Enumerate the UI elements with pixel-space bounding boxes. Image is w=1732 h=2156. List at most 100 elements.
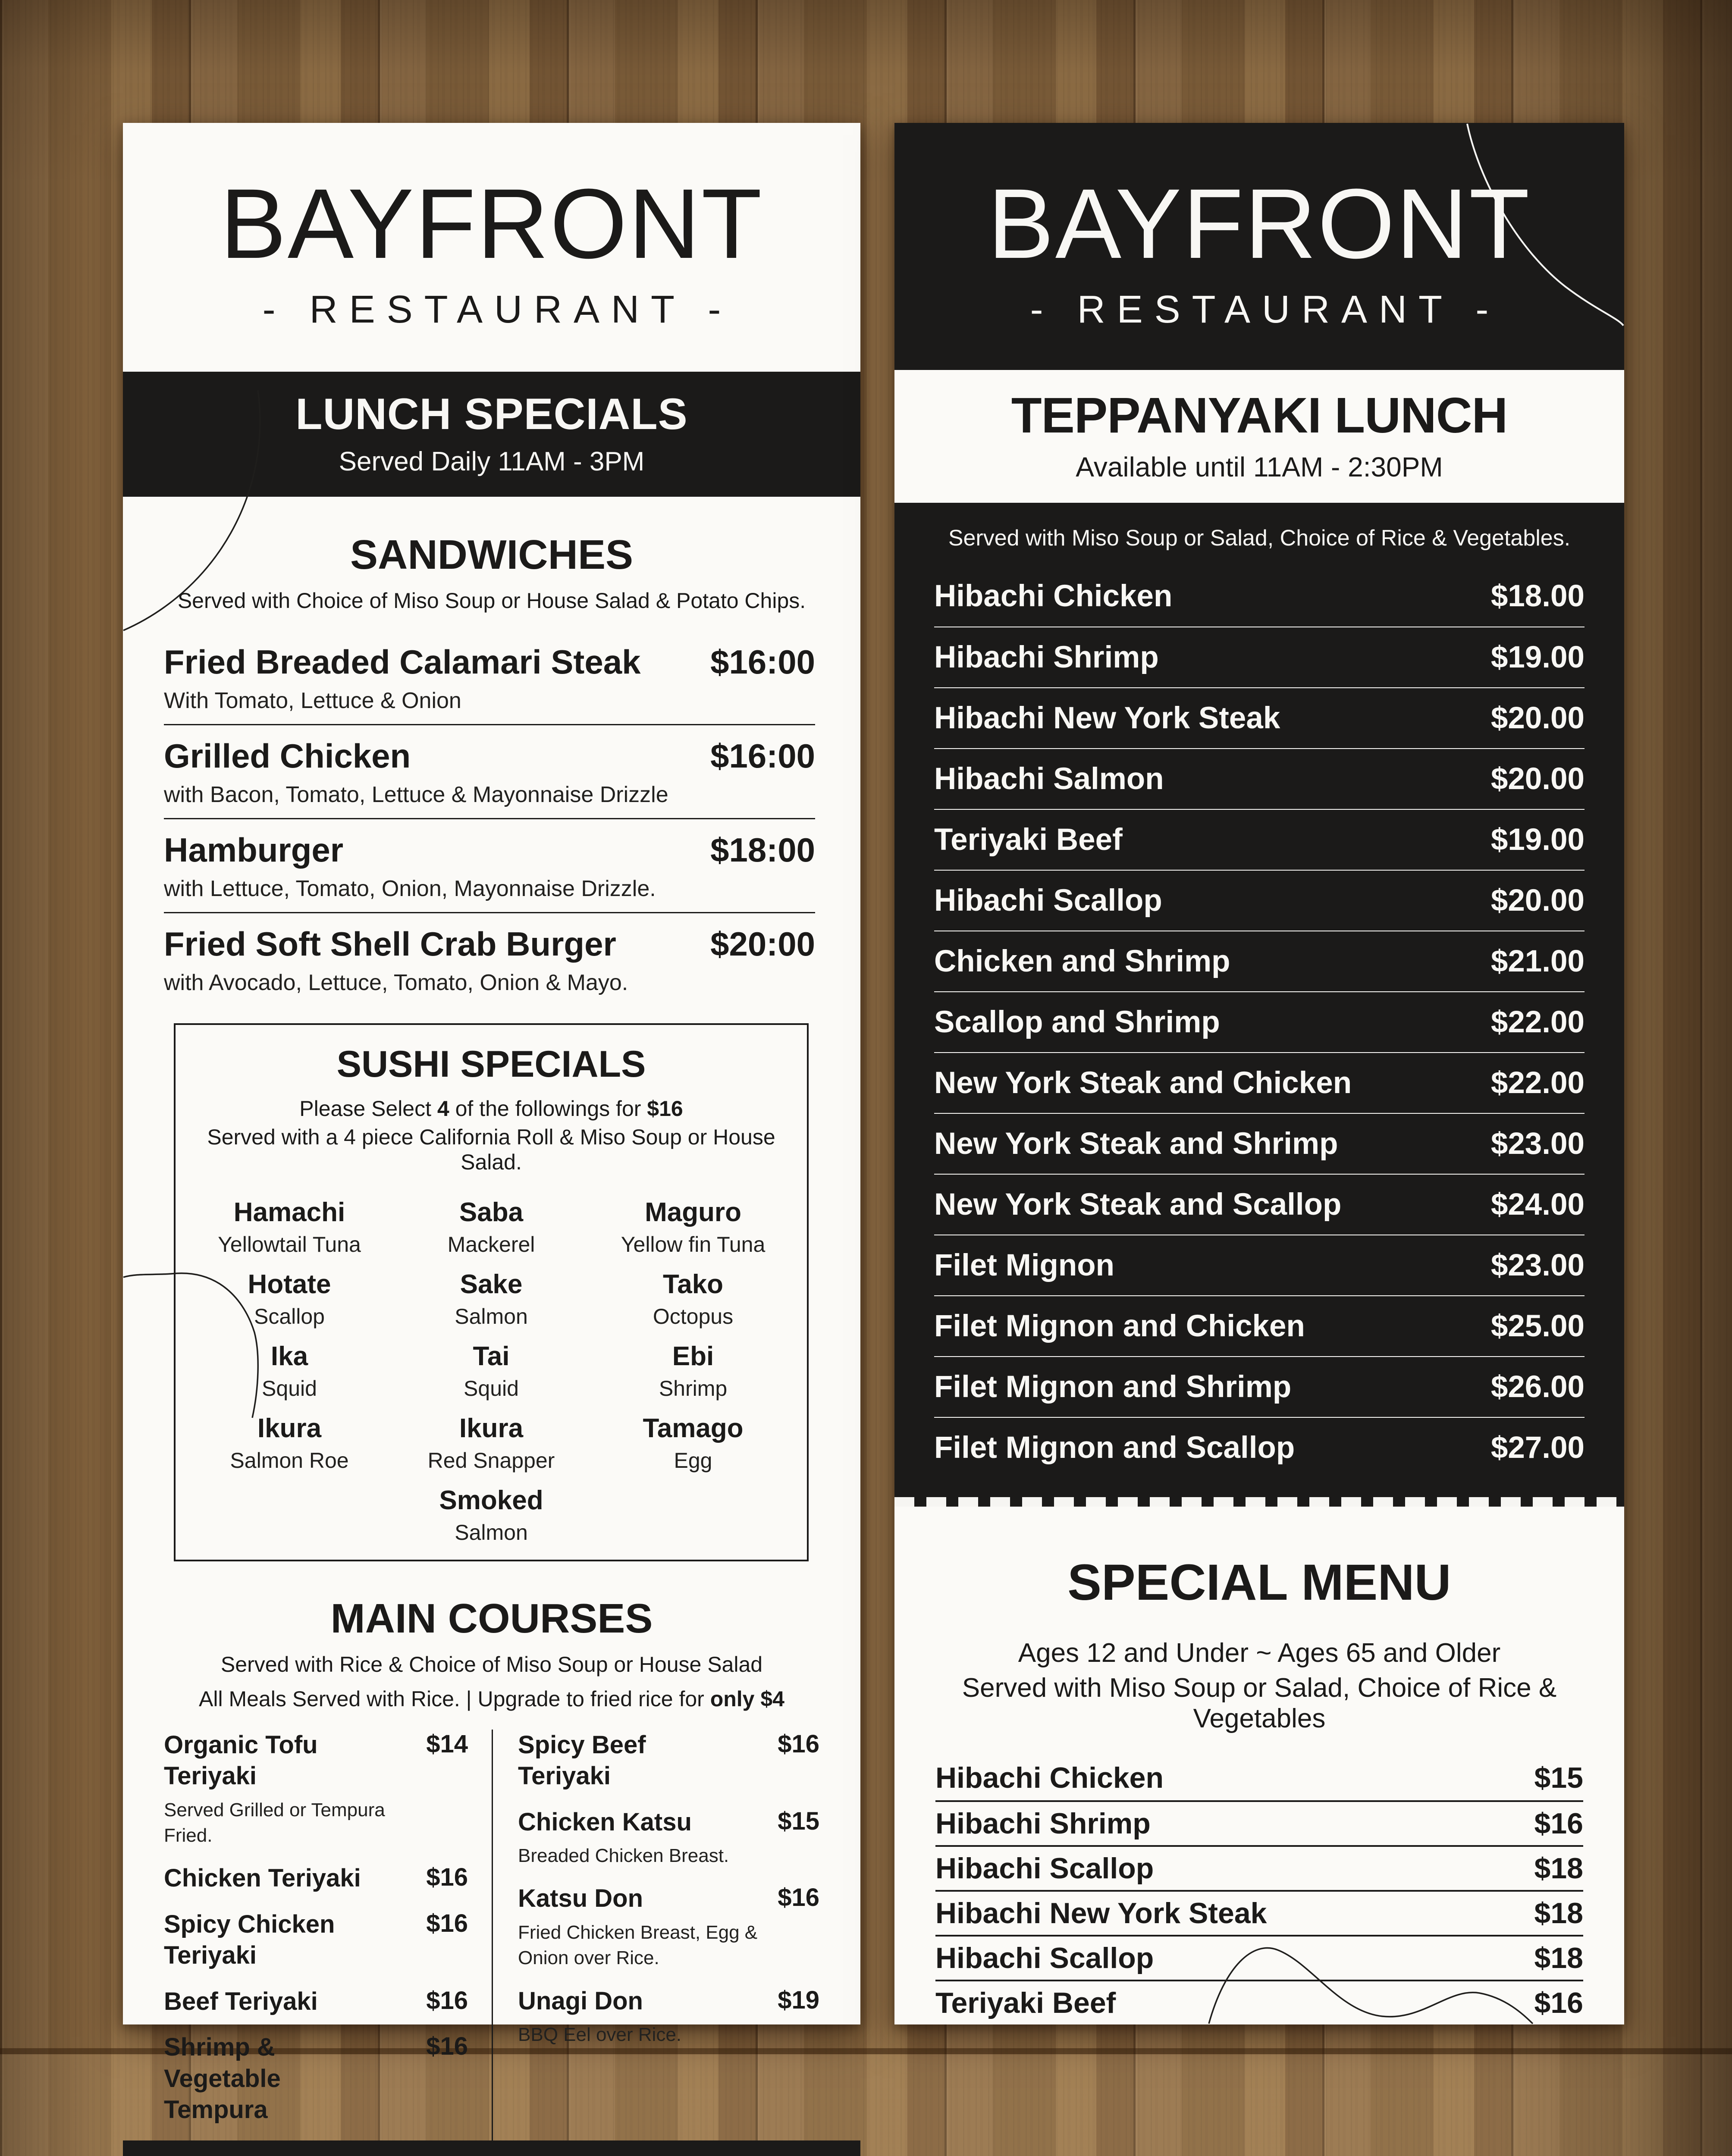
- note-bold: only $4: [710, 1686, 784, 1711]
- item-name: Filet Mignon and Chicken: [934, 1309, 1305, 1343]
- item-name: Katsu Don: [518, 1884, 643, 1913]
- menu-item-row: Fried Breaded Calamari Steak $16:00: [164, 642, 815, 682]
- item-name: Teriyaki Beef: [935, 1987, 1116, 2019]
- menu-item: Hibachi New York Steak $20.00: [934, 687, 1585, 748]
- sushi-description: Shrimp: [659, 1376, 728, 1401]
- sushi-name: Sake: [460, 1269, 523, 1299]
- item-description: BBQ Eel over Rice.: [518, 2024, 682, 2046]
- item-name: Fried Soft Shell Crab Burger: [164, 924, 616, 963]
- menu-item: New York Steak and Chicken $22.00: [934, 1052, 1585, 1113]
- main-courses-right-column: Spicy Beef Teriyaki $16 Chicken Katsu $1…: [492, 1729, 819, 2140]
- item-price: $20.00: [1490, 883, 1585, 918]
- note-bold: 4: [437, 1096, 449, 1121]
- sushi-name: Smoked: [439, 1485, 543, 1515]
- menu-item-row: Hamburger $18:00: [164, 830, 815, 870]
- item-price: $25.00: [1490, 1309, 1585, 1343]
- menu-item: Filet Mignon and Scallop $27.00: [934, 1416, 1585, 1478]
- lunch-specials-menu-card: BAYFRONT - RESTAURANT - LUNCH SPECIALS S…: [123, 123, 860, 2156]
- brand-title: BAYFRONT: [988, 168, 1531, 279]
- menu-item: New York Steak and Scallop $24.00: [934, 1173, 1585, 1235]
- item-name: New York Steak and Scallop: [934, 1187, 1342, 1222]
- sushi-option: Hotate Scallop: [188, 1269, 390, 1329]
- menu-item: Scallop and Shrimp $22.00: [934, 991, 1585, 1052]
- sushi-name: Tako: [662, 1269, 724, 1299]
- brand-header: BAYFRONT - RESTAURANT -: [123, 123, 860, 332]
- item-name: Shrimp & Vegetable Tempura: [164, 2033, 281, 2124]
- item-price: $21.00: [1490, 944, 1585, 978]
- item-price: $18:00: [710, 830, 815, 869]
- section-title: SPECIAL MENU: [1067, 1554, 1451, 1611]
- note-text: of the followings for: [449, 1096, 647, 1121]
- sushi-description: Salmon Roe: [230, 1448, 349, 1473]
- sushi-description: Squid: [464, 1376, 519, 1401]
- menu-item: Filet Mignon and Chicken $25.00: [934, 1295, 1585, 1356]
- brand-subtitle: - RESTAURANT -: [1030, 288, 1500, 331]
- section-title: SUSHI SPECIALS: [336, 1043, 646, 1085]
- item-price: $18.00: [1490, 579, 1585, 613]
- item-description: with Avocado, Lettuce, Tomato, Onion & M…: [164, 970, 628, 995]
- item-name: Hibachi Salmon: [934, 761, 1164, 796]
- menu-item: Fried Breaded Calamari Steak $16:00 With…: [164, 631, 815, 724]
- item-price: $20.00: [1490, 761, 1585, 796]
- item-price: $16: [778, 1730, 819, 1758]
- item-description: with Bacon, Tomato, Lettuce & Mayonnaise…: [164, 782, 668, 807]
- sushi-option: Saba Mackerel: [390, 1197, 592, 1257]
- section-subtitle: Served with Miso Soup or Salad, Choice o…: [962, 1673, 1557, 1733]
- sushi-description: Egg: [674, 1448, 712, 1473]
- sushi-description: Red Snapper: [427, 1448, 555, 1473]
- item-price: $23.00: [1490, 1248, 1585, 1282]
- menu-item: Hibachi Shrimp $19.00: [934, 626, 1585, 687]
- menu-item: Hibachi Chicken $18.00: [934, 566, 1585, 627]
- item-price: $16: [426, 1909, 468, 1937]
- item-price: $18: [1534, 1942, 1583, 1974]
- menu-item: Chicken and Shrimp $21.00: [934, 930, 1585, 991]
- dashed-tear-line: [894, 1497, 1624, 1507]
- item-price: $19: [778, 1986, 819, 2014]
- section-subtitle: Served with Choice of Miso Soup or House…: [177, 588, 806, 613]
- sushi-name: Maguro: [645, 1197, 741, 1227]
- menu-item: Spicy Chicken Teriyaki $16: [164, 1909, 468, 1971]
- item-name: Hibachi Scallop: [935, 1852, 1154, 1885]
- sushi-specials-box: SUSHI SPECIALS Please Select 4 of the fo…: [174, 1023, 809, 1561]
- menu-item: New York Steak and Shrimp $23.00: [934, 1112, 1585, 1174]
- item-price: $16: [426, 2032, 468, 2061]
- item-description: with Lettuce, Tomato, Onion, Mayonnaise …: [164, 876, 656, 901]
- item-price: $22.00: [1490, 1065, 1585, 1100]
- sushi-name: Ikura: [459, 1413, 524, 1443]
- item-price: $16: [778, 1883, 819, 1912]
- item-price: $16: [1534, 1807, 1583, 1840]
- item-price: $16: [1534, 1987, 1583, 2019]
- brand-subtitle: - RESTAURANT -: [262, 288, 733, 331]
- item-name: Hibachi Chicken: [935, 1761, 1164, 1794]
- item-description: Served Grilled or Tempura Fried.: [164, 1799, 385, 1846]
- menu-item: Filet Mignon $23.00: [934, 1234, 1585, 1295]
- sushi-select-note: Please Select 4 of the followings for $1…: [188, 1096, 794, 1121]
- item-name: Hibachi Scallop: [934, 883, 1162, 918]
- sushi-name: Hotate: [248, 1269, 331, 1299]
- main-courses-left-column: Organic Tofu Teriyaki $14 Served Grilled…: [164, 1730, 492, 2140]
- teppanyaki-menu-card: BAYFRONT - RESTAURANT - TEPPANYAKI LUNCH…: [894, 123, 1624, 2024]
- item-name: Hibachi New York Steak: [935, 1897, 1267, 1930]
- menu-item: Grilled Chicken $16:00 with Bacon, Tomat…: [164, 724, 815, 818]
- menu-item-row: Chicken Katsu $15: [518, 1807, 819, 1838]
- item-name: Filet Mignon and Shrimp: [934, 1369, 1292, 1404]
- menu-item: Chicken Katsu $15 Breaded Chicken Breast…: [518, 1807, 819, 1869]
- item-price: $14: [426, 1730, 468, 1758]
- item-name: Beef Teriyaki: [164, 1987, 318, 2015]
- item-name: Scallop and Shrimp: [934, 1005, 1220, 1039]
- item-name: Teriyaki Beef: [934, 822, 1123, 857]
- sushi-option: Sake Salmon: [390, 1269, 592, 1329]
- menu-item: Teriyaki Beef $16: [935, 1980, 1583, 2024]
- special-menu-section: SPECIAL MENU Ages 12 and Under ~ Ages 65…: [894, 1507, 1624, 2024]
- item-name: New York Steak and Chicken: [934, 1065, 1352, 1100]
- menu-item-row: Grilled Chicken $16:00: [164, 736, 815, 776]
- item-name: Spicy Beef Teriyaki: [518, 1730, 646, 1790]
- main-courses-columns: Organic Tofu Teriyaki $14 Served Grilled…: [164, 1729, 819, 2140]
- item-price: $19.00: [1490, 822, 1585, 857]
- item-price: $15: [1534, 1761, 1583, 1794]
- section-subtitle: All Meals Served with Rice. | Upgrade to…: [123, 1686, 860, 1711]
- item-price: $19.00: [1490, 640, 1585, 674]
- served-raw-footer: Served Raw 20% gratuity added to parties…: [123, 2140, 860, 2156]
- item-description: Fried Chicken Breast, Egg & Onion over R…: [518, 1921, 758, 1969]
- item-name: Filet Mignon and Scallop: [934, 1430, 1295, 1465]
